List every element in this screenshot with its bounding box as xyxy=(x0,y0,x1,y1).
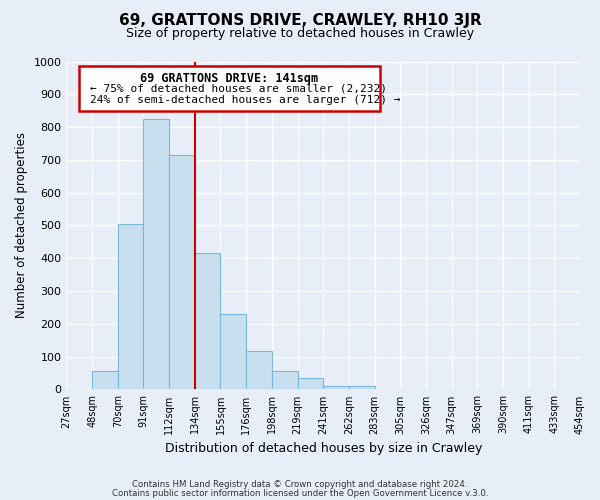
Text: Contains HM Land Registry data © Crown copyright and database right 2024.: Contains HM Land Registry data © Crown c… xyxy=(132,480,468,489)
Text: Contains public sector information licensed under the Open Government Licence v.: Contains public sector information licen… xyxy=(112,489,488,498)
Bar xyxy=(220,314,246,390)
Text: ← 75% of detached houses are smaller (2,232): ← 75% of detached houses are smaller (2,… xyxy=(89,84,386,94)
Bar xyxy=(246,350,272,390)
FancyBboxPatch shape xyxy=(79,66,380,110)
Text: 69 GRATTONS DRIVE: 141sqm: 69 GRATTONS DRIVE: 141sqm xyxy=(140,72,319,85)
Text: 24% of semi-detached houses are larger (712) →: 24% of semi-detached houses are larger (… xyxy=(89,95,400,105)
Text: Size of property relative to detached houses in Crawley: Size of property relative to detached ho… xyxy=(126,28,474,40)
Bar xyxy=(323,386,349,390)
Bar xyxy=(195,254,220,390)
Bar xyxy=(143,119,169,390)
Y-axis label: Number of detached properties: Number of detached properties xyxy=(15,132,28,318)
Bar xyxy=(169,155,195,390)
Bar xyxy=(272,372,298,390)
Bar xyxy=(118,224,143,390)
Bar xyxy=(298,378,323,390)
Bar xyxy=(92,372,118,390)
Bar xyxy=(349,386,374,390)
X-axis label: Distribution of detached houses by size in Crawley: Distribution of detached houses by size … xyxy=(164,442,482,455)
Text: 69, GRATTONS DRIVE, CRAWLEY, RH10 3JR: 69, GRATTONS DRIVE, CRAWLEY, RH10 3JR xyxy=(119,12,481,28)
